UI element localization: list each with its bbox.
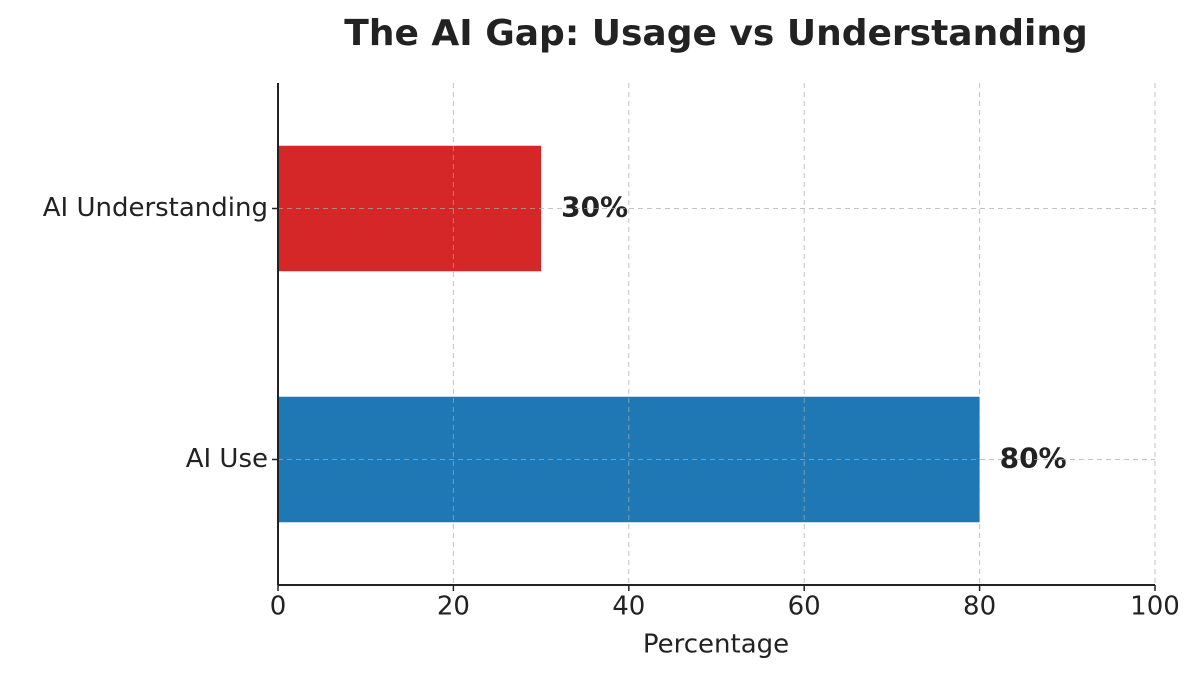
x-tick-label: 80: [963, 592, 996, 622]
x-tick-label: 20: [437, 592, 470, 622]
x-tick-label: 60: [788, 592, 821, 622]
x-axis-label: Percentage: [643, 630, 789, 660]
x-tick-label: 0: [270, 592, 287, 622]
chart-title: The AI Gap: Usage vs Understanding: [344, 13, 1087, 54]
y-tick-label: AI Understanding: [43, 193, 268, 223]
value-label: 30%: [561, 191, 628, 224]
y-tick-label: AI Use: [186, 444, 268, 474]
x-tick-label: 100: [1130, 592, 1180, 622]
value-label: 80%: [1000, 442, 1067, 475]
x-tick-label: 40: [612, 592, 645, 622]
